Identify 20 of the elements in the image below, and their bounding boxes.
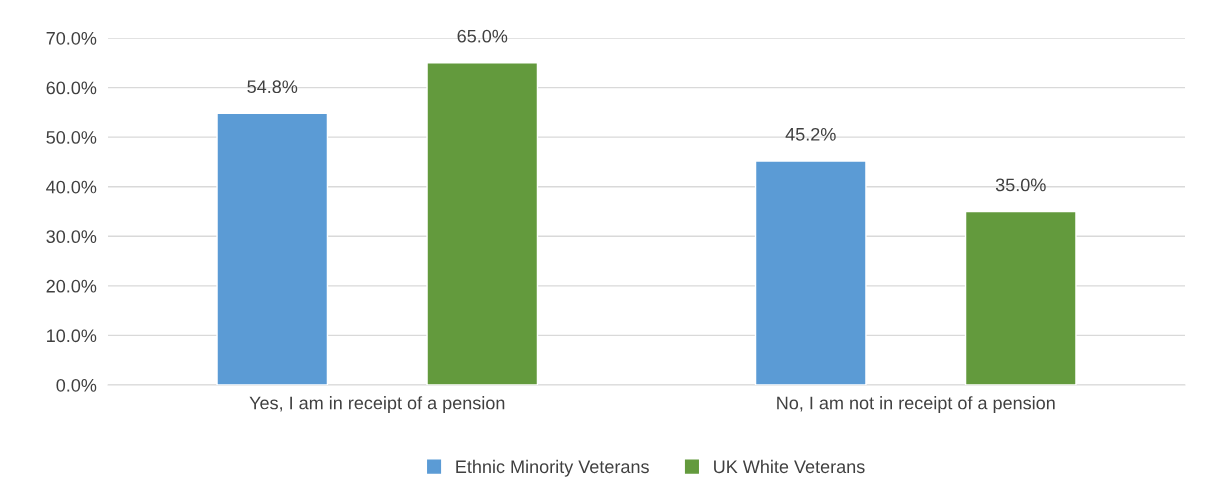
y-tick-label: 20.0% (46, 279, 97, 293)
x-tick-label: No, I am not in receipt of a pension (777, 396, 1055, 413)
data-label: 35.0% (995, 178, 1046, 192)
legend-label: Ethnic Minority Veterans (456, 459, 649, 477)
y-tick-label: 40.0% (46, 180, 97, 194)
data-label: 45.2% (785, 127, 836, 141)
bar (754, 160, 867, 385)
legend-label: UK White Veterans (714, 459, 865, 474)
bar (964, 210, 1077, 385)
y-tick-label: 70.0% (46, 31, 97, 45)
bar (216, 112, 329, 385)
x-tick-label: Yes, I am in receipt of a pension (249, 396, 505, 413)
data-label: 54.8% (247, 80, 298, 94)
y-tick-label: 30.0% (46, 230, 97, 244)
y-tick-label: 50.0% (46, 131, 97, 144)
y-tick-label: 60.0% (46, 81, 97, 95)
bar (426, 62, 539, 385)
data-label: 65.0% (457, 29, 508, 43)
y-tick-label: 10.0% (47, 329, 97, 343)
y-tick-label: 0.0% (56, 378, 97, 392)
